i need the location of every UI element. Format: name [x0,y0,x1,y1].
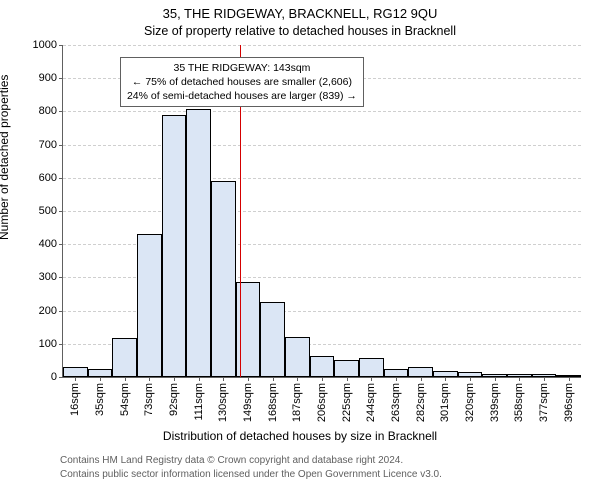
xtick-mark [347,377,348,381]
xtick-mark [495,377,496,381]
xtick-label: 16sqm [69,383,81,416]
xtick-label: 149sqm [242,383,254,422]
xtick-label: 73sqm [143,383,155,416]
xtick-mark [569,377,570,381]
xtick-label: 320sqm [464,383,476,422]
ytick-label: 400 [39,238,57,250]
xtick-mark [445,377,446,381]
ytick-label: 300 [39,271,57,283]
xtick-label: 301sqm [439,383,451,422]
xtick-mark [470,377,471,381]
annotation-line-1: 35 THE RIDGEWAY: 143sqm [127,61,357,75]
xtick-label: 263sqm [390,383,402,422]
xtick-mark [371,377,372,381]
xtick-label: 244sqm [365,383,377,422]
gridline [63,45,581,46]
ytick-label: 500 [39,205,57,217]
ytick-mark [59,277,63,278]
ytick-label: 0 [51,371,57,383]
gridline [63,178,581,179]
ytick-label: 600 [39,172,57,184]
xtick-label: 92sqm [168,383,180,416]
histogram-bar [162,115,187,377]
xtick-label: 35sqm [94,383,106,416]
xtick-mark [199,377,200,381]
x-axis-label: Distribution of detached houses by size … [0,429,600,443]
gridline [63,211,581,212]
ytick-label: 100 [39,338,57,350]
histogram-bar [408,367,433,377]
ytick-label: 800 [39,105,57,117]
histogram-bar [384,369,409,377]
ytick-mark [59,211,63,212]
xtick-mark [421,377,422,381]
xtick-label: 358sqm [513,383,525,422]
xtick-mark [248,377,249,381]
xtick-mark [396,377,397,381]
xtick-mark [174,377,175,381]
ytick-mark [59,45,63,46]
xtick-label: 282sqm [415,383,427,422]
histogram-bar [88,369,113,377]
xtick-mark [322,377,323,381]
footer-line-2: Contains public sector information licen… [60,469,442,480]
ytick-mark [59,111,63,112]
xtick-mark [273,377,274,381]
histogram-bar [260,302,285,377]
ytick-mark [59,377,63,378]
ytick-label: 1000 [33,39,57,51]
annotation-line-3: 24% of semi-detached houses are larger (… [127,89,357,103]
xtick-label: 187sqm [291,383,303,422]
ytick-mark [59,344,63,345]
xtick-label: 168sqm [267,383,279,422]
ytick-mark [59,244,63,245]
xtick-mark [544,377,545,381]
ytick-mark [59,145,63,146]
ytick-mark [59,178,63,179]
xtick-label: 111sqm [193,383,205,421]
xtick-label: 377sqm [538,383,550,422]
y-axis-label: Number of detached properties [0,75,11,240]
footer-line-1: Contains HM Land Registry data © Crown c… [60,455,403,466]
xtick-mark [125,377,126,381]
xtick-label: 130sqm [217,383,229,422]
ytick-label: 200 [39,305,57,317]
xtick-label: 225sqm [341,383,353,422]
gridline [63,145,581,146]
xtick-label: 339sqm [489,383,501,422]
xtick-label: 54sqm [119,383,131,416]
plot-area: 0100200300400500600700800900100016sqm35s… [62,45,581,378]
histogram-bar [211,181,236,377]
ytick-label: 700 [39,139,57,151]
histogram-bar [137,234,162,377]
annotation-box: 35 THE RIDGEWAY: 143sqm ← 75% of detache… [120,57,364,108]
ytick-mark [59,78,63,79]
chart-title-main: 35, THE RIDGEWAY, BRACKNELL, RG12 9QU [0,6,600,21]
ytick-label: 900 [39,72,57,84]
xtick-mark [100,377,101,381]
chart-container: { "title_main": "35, THE RIDGEWAY, BRACK… [0,0,600,500]
histogram-bar [359,358,384,377]
gridline [63,111,581,112]
xtick-mark [75,377,76,381]
histogram-bar [334,360,359,377]
xtick-mark [297,377,298,381]
histogram-bar [63,367,88,377]
xtick-mark [223,377,224,381]
xtick-label: 396sqm [563,383,575,422]
histogram-bar [310,356,335,377]
chart-title-sub: Size of property relative to detached ho… [0,24,600,38]
xtick-mark [519,377,520,381]
histogram-bar [285,337,310,377]
histogram-bar [186,109,211,377]
xtick-mark [149,377,150,381]
ytick-mark [59,311,63,312]
annotation-line-2: ← 75% of detached houses are smaller (2,… [127,75,357,89]
histogram-bar [112,338,137,377]
xtick-label: 206sqm [316,383,328,422]
